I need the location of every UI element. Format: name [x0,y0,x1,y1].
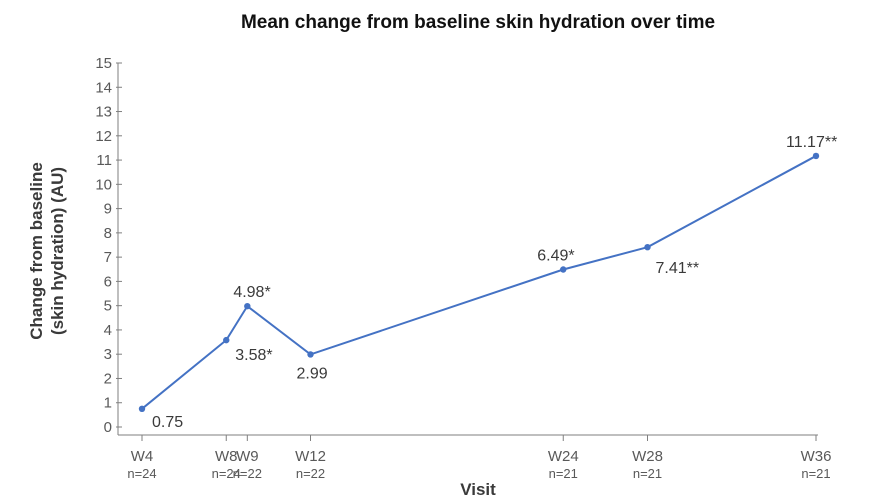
y-axis-title-line2: (skin hydration) (AU) [48,167,67,335]
series-line [141,155,817,410]
data-label: 2.99 [297,365,328,382]
y-tick-label: 4 [104,322,112,339]
y-tick-label: 15 [95,55,112,72]
y-tick-label: 0 [104,419,112,436]
x-tick-label: W9 [236,448,259,465]
data-label: 3.58* [235,347,272,364]
x-tick-n-label: n=22 [233,466,262,481]
data-point [560,266,567,273]
y-tick-label: 9 [104,201,112,218]
x-tick-label: W24 [548,448,579,465]
y-tick-label: 8 [104,225,112,242]
data-point [138,405,146,412]
y-tick-label: 6 [104,273,112,290]
y-tick-label: 12 [95,128,112,145]
y-tick-label: 10 [95,176,112,193]
data-label: 11.17** [786,134,837,151]
x-tick-label: W12 [295,448,326,465]
x-tick-n-label: n=21 [801,466,830,481]
data-point [644,243,651,251]
y-tick-label: 11 [96,152,112,169]
data-point [223,336,230,344]
axes: 0123456789101112131415W4n=24W8n=24W9n=22… [95,55,831,481]
data-label: 4.98* [233,284,270,301]
x-tick-n-label: n=24 [212,466,241,481]
y-tick-label: 1 [104,395,112,412]
x-axis-title: Visit [460,480,496,499]
x-tick-n-label: n=22 [296,466,325,481]
y-tick-label: 13 [95,104,112,121]
data-label: 0.75 [152,414,183,431]
chart-title: Mean change from baseline skin hydration… [241,12,715,33]
x-tick-n-label: n=21 [633,466,662,481]
y-tick-label: 5 [104,298,112,315]
x-tick-label: W8 [215,448,238,465]
y-tick-label: 2 [104,370,112,387]
x-tick-label: W4 [131,448,154,465]
y-tick-label: 14 [95,79,112,96]
x-tick-label: W28 [632,448,663,465]
data-point [812,152,820,160]
x-tick-n-label: n=24 [127,466,156,481]
y-tick-label: 3 [104,346,112,363]
data-label: 7.41** [656,260,700,277]
series-line-group: 0.75 3.58* 4.98* 2.99 6.49* 7.41** 11.17** [138,134,837,431]
y-axis-title: Change from baseline (skin hydration) (A… [27,162,67,340]
y-axis-title-line1: Change from baseline [27,162,46,340]
data-point [307,351,314,358]
y-tick-label: 7 [104,249,112,266]
data-label: 6.49* [537,248,574,265]
x-tick-label: W36 [801,448,832,465]
data-point [244,302,251,310]
x-tick-n-label: n=21 [549,466,578,481]
